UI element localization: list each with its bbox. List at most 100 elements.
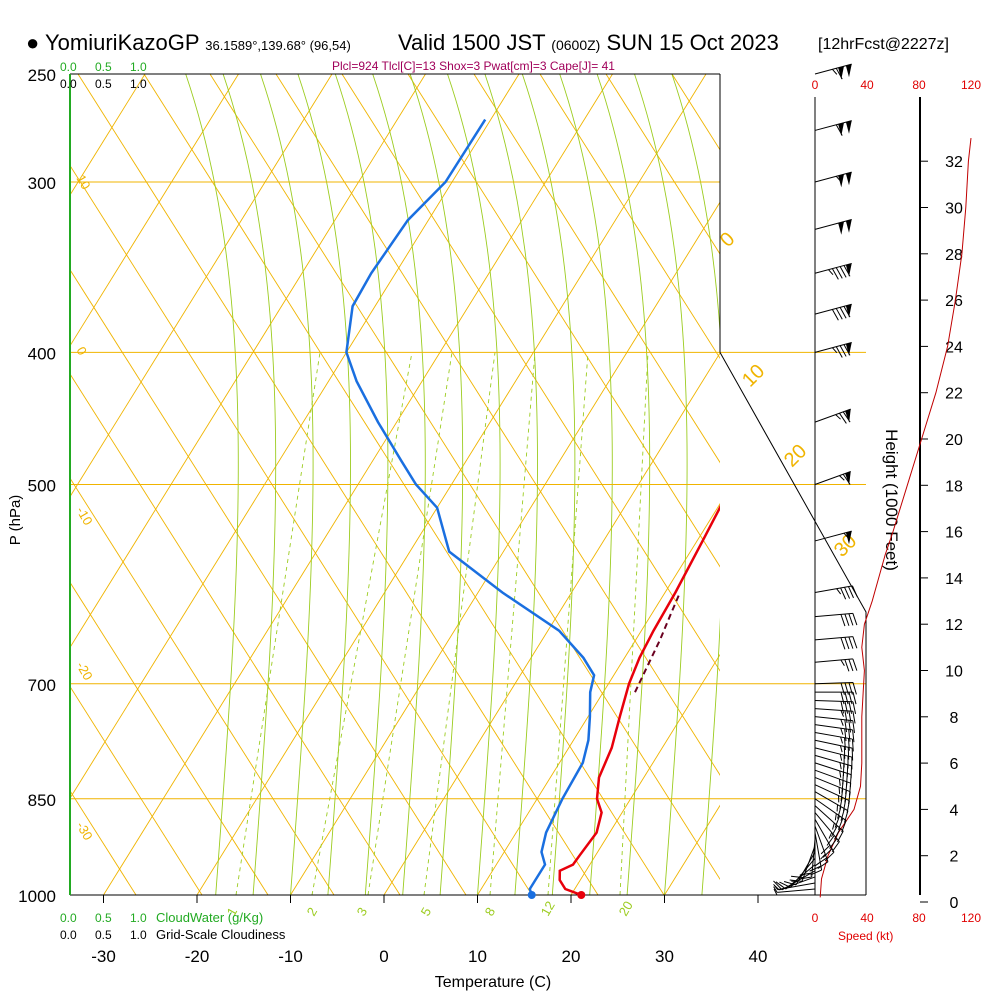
height-tick-label: 4 [950,802,959,819]
wind-barb-flag [840,736,843,744]
wind-barb [799,839,816,880]
wind-barb-flag [835,308,843,320]
wind-barb-flag [779,881,791,888]
wind-barb-flag [848,659,854,672]
station-title: ● YomiuriKazoGP 36.1589°,139.68° (96,54) [26,30,351,55]
cloud-scale-label: 1.0 [130,77,147,91]
wind-barb-flag [839,412,847,424]
height-tick-label: 10 [945,664,963,681]
wind-barb-flag [844,587,851,599]
temperature-tick-label: -10 [278,947,303,966]
cloud-scale-label: 0.5 [95,911,112,925]
moist-adiabat-line [596,74,651,895]
wind-barb-flag [839,307,847,319]
cloud-scale-label: 0.5 [95,77,112,91]
wind-barb-staff [814,342,852,353]
wind-barb-flag [775,881,787,890]
wind-barb-flag [809,865,822,872]
valid-time: Valid 1500 JST (0600Z) SUN 15 Oct 2023 [398,30,779,56]
wind-barb-flag [848,586,854,599]
wind-barb-flag [840,637,846,650]
sounding-lines [345,118,720,895]
pressure-tick-label: 1000 [18,887,56,906]
dry-adiabat-line [473,74,720,464]
wind-barb-staff [814,219,852,230]
wind-barb-flag [822,848,833,858]
wind-barb [814,342,852,358]
wind-barb-pennant [845,120,852,134]
wind-barb [773,886,816,893]
height-tick-label: 6 [950,756,959,773]
wind-barb [814,754,853,779]
dry-adiabat-label-left: -20 [73,659,95,683]
wind-barb-flag [851,585,858,598]
station-coords: 36.1589°,139.68° (96,54) [205,38,351,53]
wind-barb-flag [852,711,856,724]
wind-barb-flag [828,832,833,839]
speed-tick-label-bottom: 80 [912,911,926,925]
parcel-line [634,592,681,693]
wind-barb-flag [840,710,844,717]
wind-barb-staff [814,716,853,722]
wind-barb-pennant [845,409,851,423]
dry-adiabat-label-right: 0 [716,228,739,251]
wind-barb-flag [837,818,844,830]
wind-barb-pennant [845,219,852,233]
speed-axis-label: Speed (kt) [838,929,893,943]
moist-adiabat-line [634,74,688,895]
wind-barb-flag [841,820,847,833]
height-tick-label: 22 [945,386,963,403]
wind-barb [814,681,857,695]
wind-barb-staff [814,408,851,423]
height-tick-label: 24 [945,339,963,356]
wind-barb-staff [811,839,816,878]
wind-barb [814,63,852,80]
wind-barb-flag [828,269,834,275]
wind-barb-flag [848,636,854,649]
temperature-tick-label: -30 [91,947,116,966]
wind-barb-staff [814,784,850,802]
isotherm-line [570,653,720,895]
sounding-parameters: Plcl=924 Tlcl[C]=13 Shox=3 Pwat[cm]=3 Ca… [332,59,615,73]
wind-barb [814,699,857,714]
mixing-ratio-label: 5 [418,905,435,919]
moist-adiabat-line [222,74,277,895]
wind-barb [814,762,852,787]
wind-barb-staff [814,739,853,749]
wind-barb-staff [814,530,852,542]
dry-adiabat-line [539,74,720,360]
wind-barb-flag [852,636,858,649]
wind-barb [814,585,858,600]
wind-barb-flag [848,692,853,705]
wind-barb-flag [843,344,851,356]
temperature-tick-label: 20 [562,947,581,966]
wind-barb-flag [832,69,838,75]
wind-barb-flag [844,728,847,742]
forecast-label: [12hrFcst@2227z] [818,36,949,53]
wind-barb [814,747,853,770]
speed-tick-label-bottom: 120 [961,911,981,925]
pressure-tick-label: 500 [28,477,56,496]
dewpoint-line [345,118,596,895]
wind-barb [814,731,854,752]
moist-adiabat-line [484,74,538,895]
temperature-tick-label: 40 [749,947,768,966]
wind-barb-staff [814,658,853,663]
wind-barb-flag [791,875,804,879]
wind-barb-pennant [845,172,852,186]
wind-barb-flag [820,844,831,855]
wind-barb-staff [814,798,847,821]
dry-adiabat-label-left: -10 [73,504,95,528]
wind-barb [814,798,847,833]
mixing-ratio-line [619,352,649,895]
mixing-ratio-line [489,352,536,895]
wind-barb-flag [848,701,853,714]
wind-barb-flag [852,720,856,733]
wind-barb [814,120,852,136]
wind-barb-flag [844,613,850,626]
speed-tick-label-top: 80 [912,78,926,92]
wind-barb-flag [839,266,847,278]
height-tick-label: 12 [945,617,963,634]
wind-barb [814,636,858,650]
